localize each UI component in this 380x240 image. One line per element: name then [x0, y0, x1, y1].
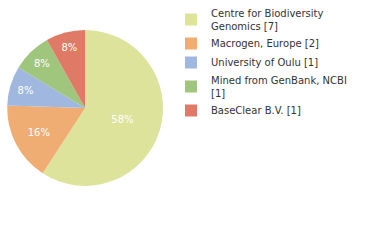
svg-text:University of Oulu [1]: University of Oulu [1] [211, 57, 318, 68]
svg-text:8%: 8% [61, 42, 77, 53]
svg-text:16%: 16% [28, 127, 50, 138]
svg-text:BaseClear B.V. [1]: BaseClear B.V. [1] [211, 105, 301, 116]
svg-text:Mined from GenBank, NCBI[1]: Mined from GenBank, NCBI[1] [211, 75, 347, 99]
svg-text:58%: 58% [111, 114, 133, 125]
svg-text:8%: 8% [34, 58, 50, 69]
svg-text:8%: 8% [18, 85, 34, 96]
svg-text:Centre for BiodiversityGenomic: Centre for BiodiversityGenomics [7] [211, 8, 324, 32]
svg-text:Macrogen, Europe [2]: Macrogen, Europe [2] [211, 38, 319, 49]
